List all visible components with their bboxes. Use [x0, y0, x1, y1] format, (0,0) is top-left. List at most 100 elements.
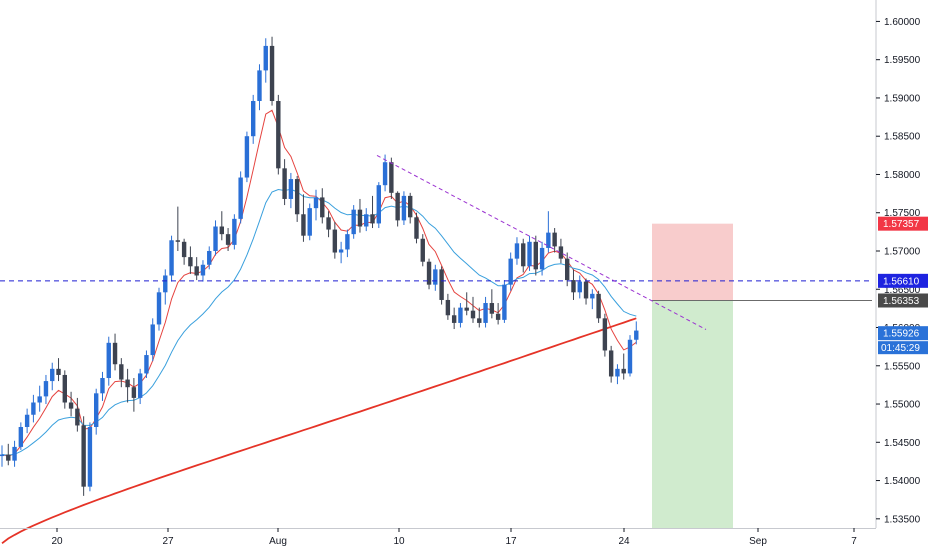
candle-body: [0, 454, 5, 457]
candle-body: [357, 209, 363, 227]
current-price-tag-bg: [878, 326, 928, 341]
x-tick-label: 20: [51, 536, 63, 547]
price-tags: 1.57357 1.56610 1.56353 1.55926 01:45:29: [878, 216, 928, 355]
candle-body: [621, 368, 626, 374]
countdown-tag-bg: [878, 341, 928, 355]
candle-body: [433, 269, 438, 285]
candle-body: [219, 226, 224, 235]
candle-body: [131, 387, 137, 398]
candle-body: [546, 232, 551, 248]
candle-body: [495, 313, 501, 320]
candle-body: [87, 426, 93, 487]
x-tick-label: 17: [505, 536, 517, 547]
current-price-tag: 1.55926: [883, 329, 920, 340]
candle-body: [56, 368, 61, 375]
position-zones: [652, 223, 872, 528]
x-tick-label: 10: [393, 536, 405, 547]
candle-body: [313, 197, 319, 209]
candle-body: [364, 214, 369, 227]
x-tick-label: Sep: [749, 536, 767, 547]
candle-body: [62, 374, 67, 403]
x-tick-label: Aug: [269, 536, 287, 547]
candle-body: [615, 368, 620, 377]
candle-body: [294, 179, 300, 215]
candle-body: [439, 269, 444, 300]
candle-body: [382, 162, 388, 186]
y-tick-label: 1.59500: [884, 55, 921, 66]
candle-body: [238, 177, 243, 219]
y-tick-label: 1.55500: [884, 361, 921, 372]
x-tick-label: 7: [851, 536, 857, 547]
candle-body: [232, 218, 237, 245]
x-tick-label: 24: [618, 536, 630, 547]
candle-body: [634, 330, 639, 340]
candle-body: [269, 45, 275, 102]
candle-body: [307, 208, 312, 236]
y-tick-label: 1.60000: [884, 17, 921, 28]
candle-body: [552, 232, 557, 247]
candle-body: [464, 307, 469, 311]
candles: [0, 36, 639, 496]
candle-body: [370, 214, 375, 224]
level-price-tag: 1.56610: [883, 276, 920, 287]
candle-body: [420, 238, 425, 262]
y-tick-label: 1.56500: [884, 285, 921, 296]
x-tick-label: 27: [162, 536, 174, 547]
candle-body: [590, 293, 595, 299]
trend-line: [376, 155, 707, 330]
candle-body: [351, 209, 356, 235]
candle-body: [37, 396, 42, 403]
y-tick-label: 1.54000: [884, 476, 921, 487]
countdown-tag: 01:45:29: [881, 343, 920, 354]
candle-body: [458, 307, 463, 323]
y-tick-label: 1.58500: [884, 132, 921, 143]
candle-body: [477, 318, 482, 323]
candle-body: [263, 45, 268, 71]
candle-body: [338, 249, 344, 253]
y-tick-label: 1.54500: [884, 438, 921, 449]
candle-body: [577, 281, 582, 293]
candle-body: [583, 281, 589, 299]
candle-body: [408, 195, 413, 218]
candle-body: [244, 136, 250, 178]
candle-body: [12, 446, 17, 461]
candle-body: [571, 280, 576, 293]
candle-body: [31, 402, 36, 415]
y-tick-label: 1.57500: [884, 208, 921, 219]
candle-body: [150, 324, 155, 356]
candle-body: [100, 378, 105, 394]
y-tick-label: 1.55000: [884, 400, 921, 411]
candle-body: [156, 292, 162, 325]
candle-body: [194, 266, 199, 276]
candle-body: [137, 373, 143, 398]
stop-loss-zone: [652, 223, 733, 301]
candle-body: [533, 241, 538, 270]
candle-body: [144, 355, 149, 374]
drawings: [0, 155, 872, 330]
candle-body: [426, 261, 432, 285]
y-tick-label: 1.57000: [884, 246, 921, 257]
candle-body: [301, 214, 306, 236]
take-profit-zone: [652, 300, 733, 528]
candle-body: [24, 414, 30, 427]
candle-body: [502, 284, 507, 320]
y-tick-label: 1.53500: [884, 514, 921, 525]
candle-body: [276, 101, 281, 169]
candle-body: [282, 168, 287, 199]
stop-price-tag: 1.57357: [883, 219, 920, 230]
y-tick-label: 1.59000: [884, 93, 921, 104]
candle-body: [75, 408, 80, 426]
candle-body: [596, 293, 601, 319]
candle-body: [521, 243, 526, 267]
candle-body: [483, 303, 488, 323]
candle-body: [125, 379, 130, 388]
candle-body: [257, 70, 262, 102]
candle-body: [68, 402, 74, 409]
candle-body: [376, 185, 381, 224]
candle-body: [565, 258, 570, 281]
candle-body: [207, 250, 212, 265]
candle-body: [106, 342, 111, 379]
stop-price-tag-bg: [878, 216, 928, 231]
